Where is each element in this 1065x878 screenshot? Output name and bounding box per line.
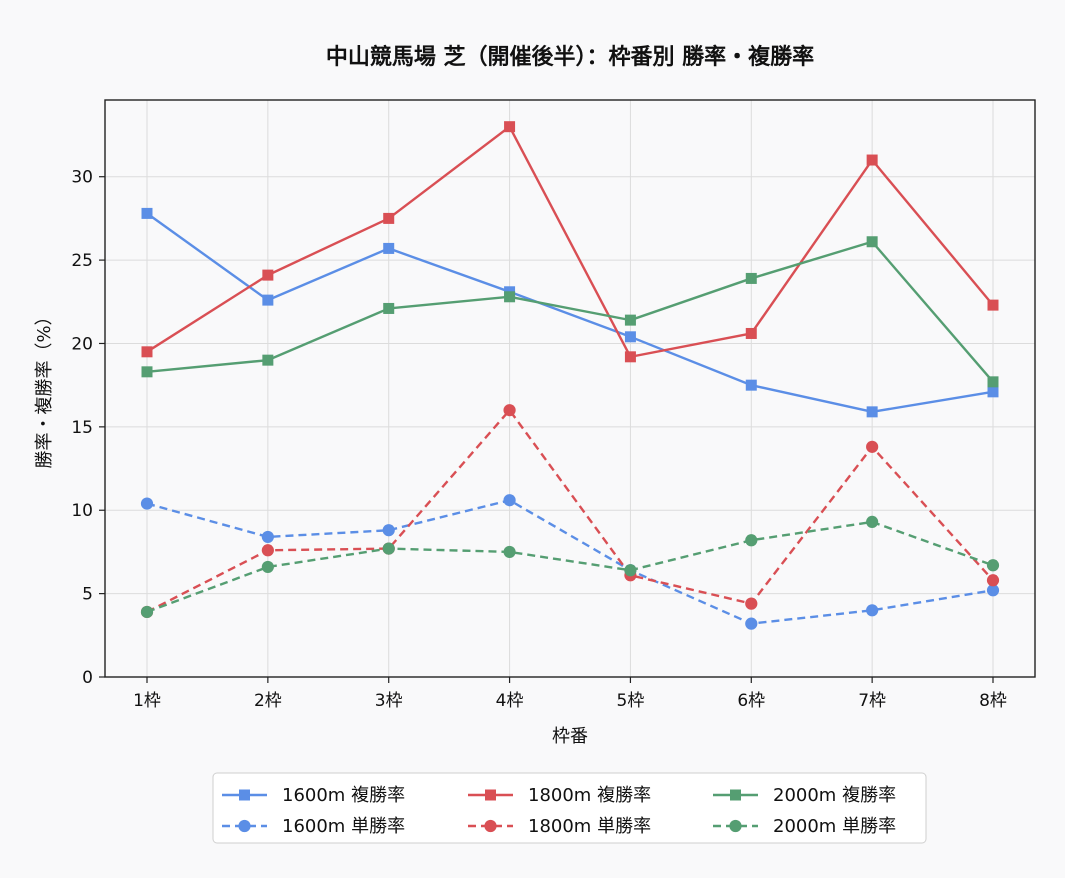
x-axis-ticks: 1枠 2枠 3枠 4枠 5枠 6枠 7枠 8枠	[133, 677, 1007, 711]
data-point	[140, 605, 154, 619]
legend-swatch-marker	[485, 789, 496, 801]
data-point	[866, 236, 878, 248]
y-tick-label: 30	[71, 168, 93, 188]
y-tick-label: 25	[71, 251, 93, 271]
data-point	[866, 440, 879, 453]
series-line	[146, 499, 994, 625]
plot-area	[104, 99, 1036, 678]
data-point	[745, 617, 758, 630]
legend-label: 1800m 複勝率	[528, 785, 651, 806]
legend-swatch-marker	[239, 789, 250, 801]
series-lines	[140, 121, 1000, 630]
data-point	[624, 564, 637, 577]
series-line	[146, 408, 994, 614]
y-axis-ticks: 0 5 10 15 20 25 30	[71, 168, 105, 688]
legend-label: 2000m 複勝率	[773, 785, 896, 806]
legend-swatch-marker	[730, 789, 741, 801]
data-point	[141, 207, 153, 219]
data-point	[383, 242, 395, 254]
legend-item: 2000m 複勝率	[713, 785, 896, 806]
data-point	[261, 544, 274, 557]
y-tick-label: 20	[71, 334, 93, 354]
legend-item: 2000m 単勝率	[713, 816, 896, 837]
data-point	[866, 154, 878, 166]
y-tick-label: 10	[71, 501, 93, 521]
x-axis-label: 枠番	[552, 726, 588, 747]
data-point	[503, 545, 516, 559]
legend-label: 2000m 単勝率	[773, 816, 896, 837]
x-tick-label: 7枠	[858, 691, 886, 711]
data-point	[866, 515, 879, 529]
data-point	[261, 560, 274, 574]
series-line	[146, 240, 994, 383]
data-point	[262, 354, 274, 366]
x-tick-label: 6枠	[737, 691, 765, 711]
data-point	[503, 494, 516, 507]
legend-label: 1800m 単勝率	[528, 816, 651, 837]
data-point	[624, 331, 636, 343]
series-win-3	[140, 404, 1000, 619]
series-line	[146, 125, 994, 359]
legend-item: 1600m 単勝率	[222, 816, 405, 837]
data-point	[262, 269, 274, 281]
data-point	[987, 376, 999, 388]
x-tick-label: 8枠	[979, 691, 1007, 711]
data-point	[624, 351, 636, 363]
data-point	[382, 542, 395, 555]
legend-swatch-marker	[729, 819, 742, 833]
legend-item: 1800m 単勝率	[468, 816, 651, 837]
legend-box	[212, 772, 927, 844]
x-tick-label: 2枠	[254, 691, 282, 711]
x-tick-label: 1枠	[133, 691, 161, 711]
series-place-4	[141, 236, 999, 388]
data-point	[503, 404, 516, 417]
data-point	[504, 291, 516, 303]
data-point	[383, 302, 395, 314]
legend-label: 1600m 複勝率	[282, 785, 405, 806]
data-point	[382, 524, 395, 537]
y-tick-label: 15	[71, 418, 93, 438]
series-line	[146, 212, 994, 414]
data-point	[745, 327, 757, 339]
data-point	[986, 574, 1000, 587]
data-point	[140, 497, 154, 510]
data-point	[745, 379, 757, 391]
series-win-1	[140, 494, 1000, 630]
legend-swatch-marker	[238, 819, 251, 833]
y-tick-label: 5	[82, 585, 93, 605]
legend: 1600m 複勝率 1600m 単勝率 1800m 複勝率 1800m 単勝率 2000…	[212, 772, 927, 844]
data-point	[866, 406, 878, 418]
data-point	[141, 366, 153, 378]
x-tick-label: 5枠	[617, 691, 645, 711]
data-point	[866, 604, 879, 617]
series-place-2	[141, 121, 999, 363]
data-point	[262, 294, 274, 306]
data-point	[141, 346, 153, 358]
series-win-5	[140, 515, 1000, 619]
legend-item: 1600m 複勝率	[222, 785, 405, 806]
data-point	[745, 272, 757, 284]
y-tick-label: 0	[82, 668, 93, 688]
data-point	[261, 530, 274, 544]
data-point	[624, 314, 636, 326]
data-point	[986, 584, 1000, 597]
data-point	[745, 534, 758, 547]
data-point	[987, 386, 999, 398]
data-point	[987, 299, 999, 311]
chart-title: 中山競馬場 芝（開催後半）：枠番別 勝率・複勝率	[326, 44, 814, 70]
series-line	[146, 520, 994, 614]
x-tick-label: 4枠	[496, 691, 524, 711]
legend-item: 1800m 複勝率	[468, 785, 651, 806]
x-tick-label: 3枠	[375, 691, 403, 711]
y-axis-label: 勝率・複勝率（%）	[34, 307, 55, 468]
data-point	[745, 597, 758, 610]
data-point	[383, 212, 395, 224]
legend-swatch-marker	[484, 819, 497, 833]
data-point	[986, 559, 1000, 572]
data-point	[504, 121, 516, 133]
legend-label: 1600m 単勝率	[282, 816, 405, 837]
